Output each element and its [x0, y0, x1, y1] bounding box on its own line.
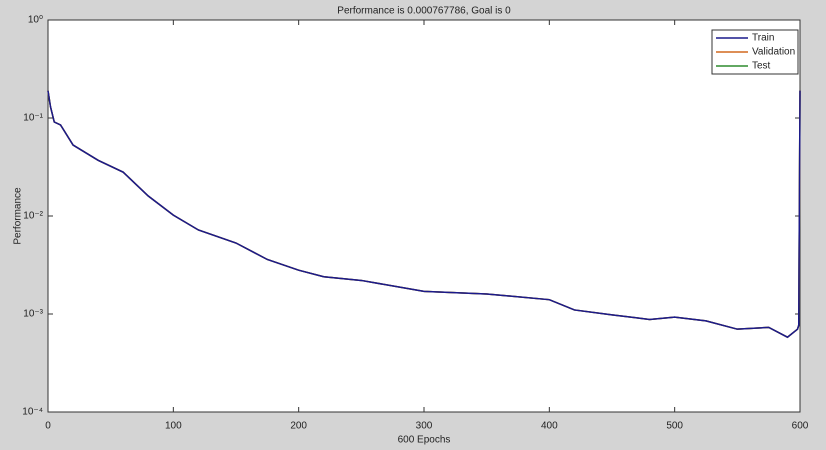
plot-area	[47, 19, 801, 413]
x-tick-label: 300	[416, 421, 433, 432]
chart-title: Performance is 0.000767786, Goal is 0	[337, 6, 511, 17]
y-axis-label: Performance	[13, 187, 24, 245]
y-tick-label: 10⁻⁴	[22, 407, 43, 418]
x-tick-label: 100	[165, 421, 182, 432]
y-tick-label: 10⁰	[28, 15, 43, 26]
legend-label: Validation	[752, 47, 795, 58]
x-tick-label: 600	[792, 421, 809, 432]
y-tick-label: 10⁻²	[23, 211, 43, 222]
y-tick-label: 10⁻¹	[23, 113, 43, 124]
x-tick-label: 0	[45, 421, 51, 432]
x-tick-label: 500	[666, 421, 683, 432]
x-axis-label: 600 Epochs	[398, 435, 451, 446]
y-tick-label: 10⁻³	[23, 309, 43, 320]
series-line	[47, 90, 801, 339]
legend-label: Train	[752, 33, 774, 44]
x-tick-label: 200	[290, 421, 307, 432]
x-tick-label: 400	[541, 421, 558, 432]
legend-label: Test	[752, 61, 771, 72]
